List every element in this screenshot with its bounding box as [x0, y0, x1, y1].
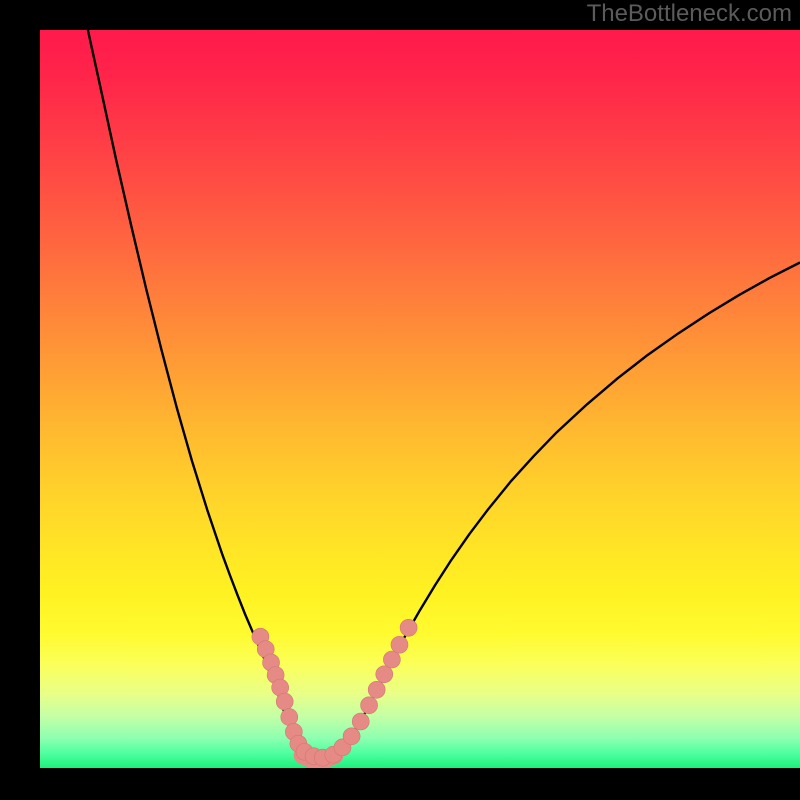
curve-marker [376, 666, 393, 683]
curve-marker [391, 636, 408, 653]
curve-marker [281, 709, 298, 726]
curve-marker [383, 651, 400, 668]
chart-canvas: TheBottleneck.com [0, 0, 800, 800]
curve-marker [352, 713, 369, 730]
curve-marker [361, 697, 378, 714]
bottleneck-curve-chart [0, 0, 800, 800]
curve-marker [368, 681, 385, 698]
curve-marker [276, 693, 293, 710]
gradient-background [40, 30, 800, 768]
curve-marker [343, 728, 360, 745]
curve-marker [400, 619, 417, 636]
